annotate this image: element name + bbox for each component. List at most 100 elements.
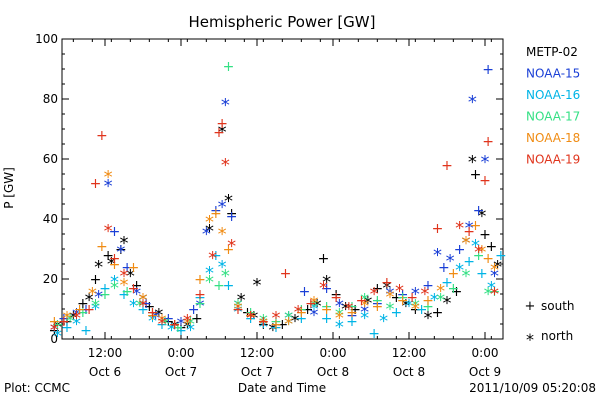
- data-point-south: +: [406, 290, 418, 306]
- data-point-north: *: [234, 302, 243, 323]
- data-point-north: *: [63, 308, 72, 329]
- data-point-north: *: [363, 293, 372, 314]
- data-point-north: *: [335, 308, 344, 329]
- data-point-south: +: [102, 248, 114, 264]
- data-point-south: +: [476, 266, 488, 282]
- x-tick-time-label: 12:00: [392, 346, 427, 360]
- data-point-south: +: [397, 287, 409, 303]
- data-point-south: +: [216, 116, 228, 132]
- data-point-north: *: [360, 296, 369, 317]
- data-point-north: *: [205, 263, 214, 284]
- data-point-south: +: [226, 206, 238, 222]
- data-point-north: *: [484, 284, 493, 305]
- data-point-south: +: [473, 203, 485, 219]
- data-point-south: +: [99, 287, 111, 303]
- data-point-south: +: [213, 278, 225, 294]
- series-noaa-19: * + * +++*+*+* +* + *+*++**+ * + *+* +* +* + *+ * + *++*…: [50, 116, 499, 341]
- data-point-north: *: [465, 218, 474, 239]
- data-point-north: *: [110, 278, 119, 299]
- data-point-north: *: [116, 242, 125, 263]
- data-point-north: *: [424, 308, 433, 329]
- data-point-south: +: [349, 302, 361, 318]
- data-point-north: *: [129, 296, 138, 317]
- data-point-north: *: [443, 293, 452, 314]
- data-point-north: *: [91, 296, 100, 317]
- data-point-south: +: [232, 302, 244, 318]
- data-point-south: +: [479, 173, 491, 189]
- data-point-south: +: [321, 311, 333, 327]
- data-point-north: *: [94, 257, 103, 278]
- series-metp-02: +* +*+*+*+*+**+*+ * +*+* +***+*+**+ * + *+ *+*+*…: [48, 122, 502, 341]
- data-point-north: *: [218, 257, 227, 278]
- data-point-south: +: [447, 266, 459, 282]
- data-point-south: +: [194, 296, 206, 312]
- series-noaa-15: *+ * +**+*+* +* + *+**+**+* + * + *+*+* + * + * + * +*+*…: [50, 62, 499, 341]
- legend-entry: NOAA-19: [526, 153, 580, 167]
- data-point-south: +: [210, 206, 222, 222]
- data-point-south: +: [175, 320, 187, 336]
- data-point-north: *: [322, 272, 331, 293]
- data-point-south: +: [61, 314, 73, 330]
- data-point-north: *: [490, 260, 499, 281]
- data-point-south: +: [226, 209, 238, 225]
- data-point-north: *: [420, 284, 429, 305]
- data-point-north: *: [183, 317, 192, 338]
- data-point-north: *: [196, 296, 205, 317]
- data-point-south: +: [143, 299, 155, 315]
- data-point-south: +: [61, 320, 73, 336]
- data-point-south: +: [137, 302, 149, 318]
- data-point-south: +: [257, 314, 269, 330]
- data-point-south: +: [140, 296, 152, 312]
- data-point-south: +: [482, 251, 494, 267]
- data-point-north: *: [85, 290, 94, 311]
- data-point-north: *: [341, 299, 350, 320]
- data-point-south: +: [321, 302, 333, 318]
- data-point-south: +: [147, 305, 159, 321]
- data-point-north: *: [471, 236, 480, 257]
- data-point-south: +: [191, 311, 203, 327]
- y-tick-label: 100: [35, 32, 58, 46]
- data-point-south: +: [194, 290, 206, 306]
- data-point-north: *: [382, 278, 391, 299]
- data-point-north: *: [218, 197, 227, 218]
- data-point-south: +: [409, 302, 421, 318]
- data-point-north: *: [313, 296, 322, 317]
- data-point-south: +: [371, 293, 383, 309]
- chart-title: Hemispheric Power [GW]: [189, 13, 376, 31]
- data-point-north: *: [132, 284, 141, 305]
- data-point-north: *: [139, 296, 148, 317]
- data-point-south: +: [223, 278, 235, 294]
- data-point-north: *: [310, 293, 319, 314]
- data-point-south: +: [80, 323, 92, 339]
- data-point-north: *: [186, 314, 195, 335]
- data-point-south: +: [74, 302, 86, 318]
- data-point-north: *: [135, 296, 144, 317]
- data-point-south: +: [147, 305, 159, 321]
- data-point-north: *: [446, 251, 455, 272]
- data-point-south: +: [356, 293, 368, 309]
- data-point-south: +: [441, 275, 453, 291]
- data-point-south: +: [422, 293, 434, 309]
- data-point-north: *: [490, 266, 499, 287]
- data-point-north: *: [436, 281, 445, 302]
- data-point-south: +: [463, 224, 475, 240]
- data-point-south: +: [245, 311, 257, 327]
- data-point-north: *: [253, 275, 262, 296]
- data-point-north: *: [104, 221, 113, 242]
- data-point-south: +: [318, 251, 330, 267]
- x-tick-time-label: 0:00: [168, 346, 195, 360]
- data-point-north: *: [234, 299, 243, 320]
- data-point-north: *: [234, 296, 243, 317]
- data-point-south: +: [48, 314, 60, 330]
- data-point-south: +: [245, 308, 257, 324]
- data-point-south: +: [109, 251, 121, 267]
- data-point-south: +: [210, 248, 222, 264]
- data-point-north: *: [158, 311, 167, 332]
- data-point-south: +: [381, 275, 393, 291]
- data-point-south: +: [295, 302, 307, 318]
- data-point-north: *: [224, 191, 233, 212]
- y-tick-label: 60: [43, 152, 58, 166]
- data-point-south: +: [346, 305, 358, 321]
- data-point-south: +: [162, 314, 174, 330]
- data-point-north: *: [284, 308, 293, 329]
